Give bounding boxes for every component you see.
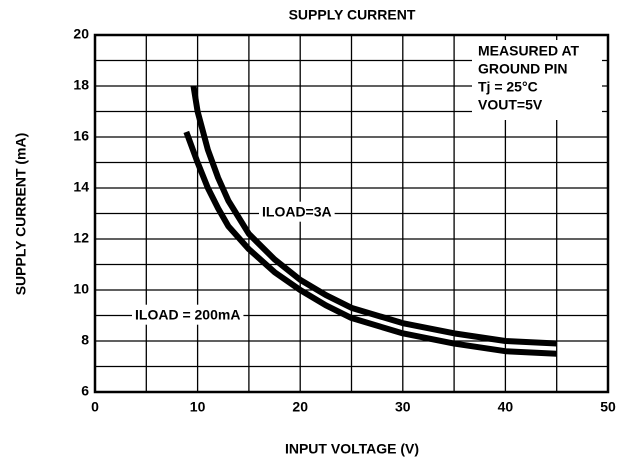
y-tick-label: 8 (81, 332, 89, 348)
y-tick-label: 18 (73, 77, 89, 93)
x-tick-label: 50 (600, 399, 616, 415)
x-tick-label: 20 (292, 399, 308, 415)
y-tick-label: 12 (73, 230, 89, 246)
y-tick-label: 16 (73, 128, 89, 144)
x-tick-label: 30 (395, 399, 411, 415)
chart-title: SUPPLY CURRENT (289, 7, 416, 23)
note-line: Tj = 25°C (478, 79, 538, 95)
x-axis-label: INPUT VOLTAGE (V) (285, 441, 419, 457)
line-series (183, 130, 557, 357)
series-label-background (132, 304, 244, 325)
note-line: MEASURED AT (478, 43, 580, 59)
y-tick-label: 14 (73, 179, 89, 195)
y-tick-label: 6 (81, 383, 89, 399)
x-tick-label: 10 (190, 399, 206, 415)
series-label: ILOAD = 200mA (135, 307, 240, 323)
plot-frame (93, 33, 610, 394)
x-tick-label: 40 (498, 399, 514, 415)
x-tick-label: 0 (91, 399, 99, 415)
series-label-background (259, 201, 335, 222)
line-series (190, 85, 557, 347)
note-line: VOUT=5V (478, 97, 543, 113)
series-label: ILOAD=3A (262, 204, 332, 220)
y-tick-label: 20 (73, 26, 89, 42)
note-line: GROUND PIN (478, 61, 567, 77)
note-background (472, 40, 602, 120)
y-axis-label: SUPPLY CURRENT (mA) (13, 133, 29, 296)
y-tick-label: 10 (73, 281, 89, 297)
